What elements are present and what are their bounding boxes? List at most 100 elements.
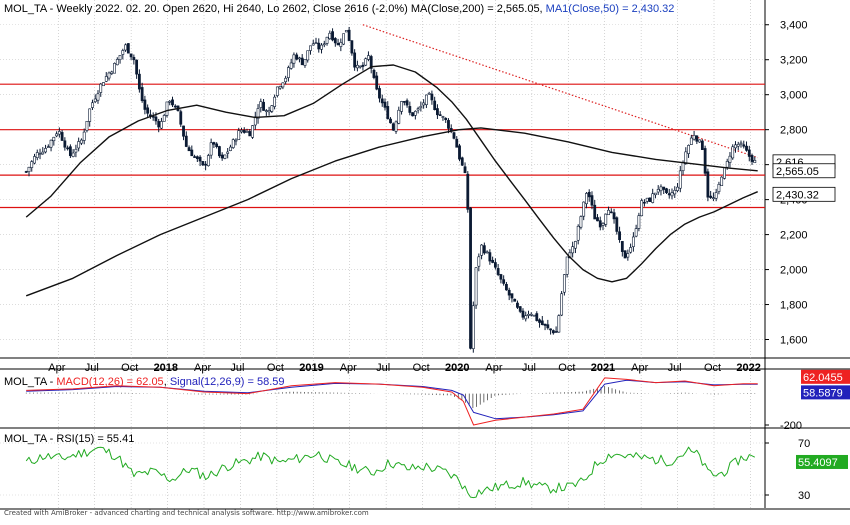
candle-body [273, 96, 277, 107]
candle-body [96, 93, 100, 101]
candle-body [355, 64, 359, 69]
trendline [362, 24, 758, 159]
candle-body [714, 192, 718, 199]
price-tag-label: 2,565.05 [776, 166, 819, 178]
candle-body [482, 245, 486, 254]
candle-body [706, 171, 710, 198]
candle-body [648, 197, 652, 202]
candle-body [129, 53, 133, 58]
candle-body [35, 152, 39, 158]
footer-credit: Created with AmiBroker - advanced charti… [4, 509, 369, 517]
candle-body [678, 170, 682, 189]
candle-body [709, 195, 713, 198]
candle-body [195, 156, 199, 160]
candle-body [521, 310, 525, 318]
ma50-line [25, 64, 758, 283]
rsi-value-tag-box [796, 454, 848, 469]
candle-body [201, 161, 205, 166]
candle-body [549, 328, 552, 331]
candle-body [52, 136, 56, 142]
macd-header-sep: , [164, 376, 170, 388]
candle-body [731, 146, 735, 159]
candle-body [206, 155, 210, 167]
candle-body [242, 129, 246, 133]
candle-body [645, 197, 649, 202]
candle-body [402, 101, 406, 103]
candle-body [692, 135, 696, 140]
candle-body [162, 115, 166, 122]
candle-body [184, 135, 188, 147]
candle-body [736, 144, 740, 147]
x-month-label: Jul [668, 362, 682, 374]
candle-body [245, 131, 249, 133]
candle-body [347, 29, 351, 41]
x-year-label: 2022 [736, 362, 760, 374]
candle-body [317, 42, 321, 50]
candle-body [380, 98, 384, 104]
candle-body [378, 88, 381, 99]
rsi-y-tick-label: 30 [798, 490, 810, 502]
candle-body [419, 105, 423, 109]
candle-body [389, 118, 392, 124]
macd-line [26, 377, 758, 426]
candle-body [742, 144, 746, 147]
candle-body [480, 244, 483, 256]
candle-body [320, 44, 323, 50]
candle-body [436, 108, 439, 116]
candle-body [237, 130, 241, 140]
candle-body [554, 331, 558, 333]
candle-body [665, 188, 668, 194]
price-tag-box [772, 163, 836, 179]
macd-value-tag-box [801, 369, 850, 384]
macd-y-tick-label: -200 [780, 420, 802, 432]
candle-body [358, 65, 362, 68]
ma50-header: MA1(Close,50) = 2,430.32 [546, 3, 675, 15]
candle-body [593, 204, 597, 220]
candle-body [695, 135, 699, 142]
candle-body [339, 42, 343, 47]
candle-body [102, 82, 105, 87]
candle-body [68, 146, 72, 156]
candle-body [223, 154, 227, 159]
candle-body [91, 102, 94, 108]
candle-body [137, 73, 141, 90]
candle-body [118, 55, 122, 60]
candle-body [135, 59, 139, 75]
candle-body [187, 147, 191, 152]
candle-body [631, 236, 635, 247]
candle-body [333, 38, 337, 44]
candle-body [438, 114, 442, 116]
x-month-label: Oct [413, 362, 430, 374]
candle-body [82, 131, 86, 141]
candle-body [27, 166, 31, 172]
candle-body [728, 155, 732, 163]
candle-body [262, 101, 265, 111]
candle-body [375, 75, 379, 90]
candle-body [598, 220, 602, 228]
x-month-label: Jul [85, 362, 99, 374]
rsi-line [25, 446, 756, 499]
macd-header-value: MACD(12,26) = 62.05 [56, 376, 163, 388]
candle-body [405, 100, 409, 106]
candle-body [684, 151, 688, 164]
candle-body [115, 59, 119, 66]
candle-body [46, 146, 50, 148]
candle-body [656, 189, 660, 193]
candle-body [626, 253, 630, 258]
candle-body [601, 223, 605, 226]
rsi-header-value: RSI(15) = 55.41 [56, 433, 134, 445]
candle-body [629, 247, 633, 253]
candle-body [502, 279, 506, 284]
candle-body [612, 212, 616, 220]
x-month-label: Oct [558, 362, 575, 374]
candle-body [565, 256, 569, 275]
candle-body [493, 262, 497, 268]
y-tick-label: 3,200 [780, 55, 808, 67]
candle-body [416, 108, 420, 111]
candle-body [524, 315, 528, 320]
candle-body [284, 77, 288, 83]
candle-body [717, 184, 721, 192]
candle-body [331, 31, 334, 41]
candle-body [386, 106, 390, 120]
